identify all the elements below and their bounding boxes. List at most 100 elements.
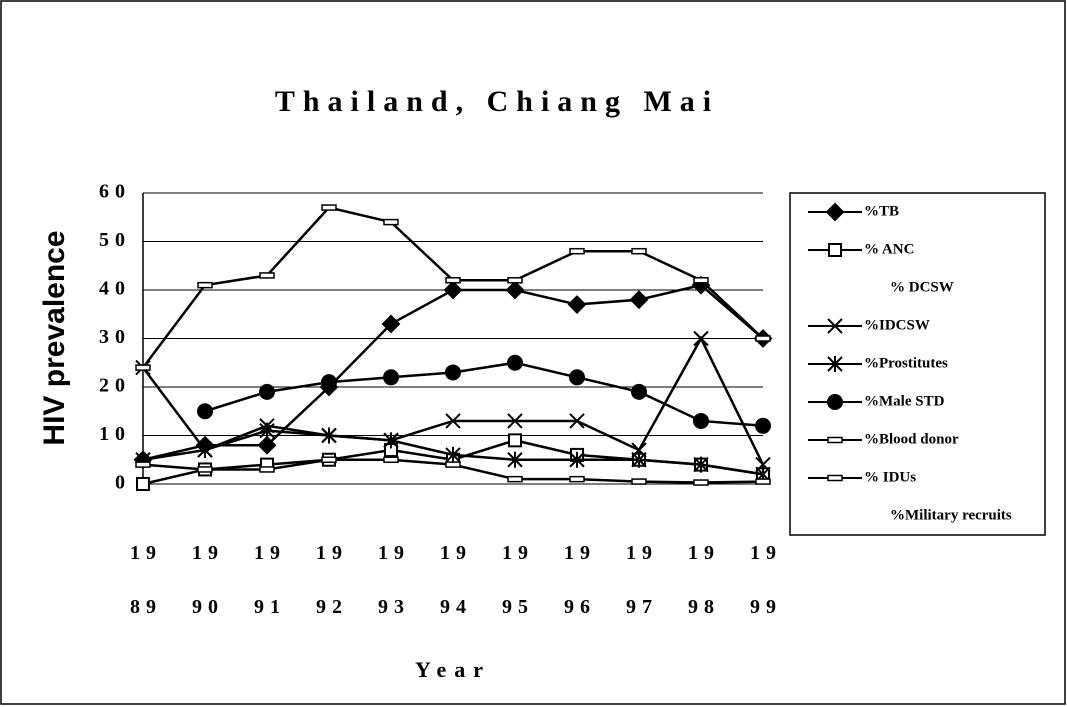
x-tick-label-part: 19 [440,542,472,564]
marker [445,461,461,468]
y-tick-label: 60 [99,181,131,203]
x-tick-label-part: 19 [254,542,286,564]
marker [259,383,275,400]
marker [569,413,585,429]
marker [567,295,587,314]
marker [443,280,463,300]
series-line [204,361,764,428]
marker [321,204,337,211]
marker [383,218,399,226]
legend-marker [827,474,843,482]
x-tick-label-part: 19 [192,542,224,564]
marker [629,290,649,310]
x-tick-label-part: 96 [564,596,596,618]
marker [631,451,647,468]
marker [507,277,523,284]
chart-title: Thailand, Chiang Mai [275,85,719,118]
x-tick-label: 19 93 [378,542,410,618]
marker [755,417,771,434]
marker [197,442,213,459]
legend-marker [827,318,843,334]
marker [257,435,277,455]
marker [321,427,337,444]
marker [383,432,399,449]
legend-label: %Male STD [864,393,945,409]
marker [383,369,399,386]
y-tick-label: 20 [99,375,131,397]
x-tick-label: 19 91 [254,542,286,618]
marker [693,412,709,429]
x-tick-label-part: 94 [440,596,472,618]
marker [507,354,523,371]
x-tick-label: 19 99 [750,542,782,618]
legend-marker [825,202,845,222]
marker [381,314,401,334]
legend-label: % ANC [864,241,914,257]
x-tick-label: 19 90 [192,542,224,618]
x-tick-label: 19 96 [564,542,596,618]
marker [259,466,275,473]
y-tick-label: 30 [99,326,131,348]
x-tick-label-part: 98 [688,596,720,618]
legend-marker [827,436,843,444]
x-tick-label-part: 97 [626,596,658,618]
marker [505,280,525,300]
x-tick-label-part: 91 [254,596,286,618]
x-tick-label: 19 97 [626,542,658,618]
marker [507,475,523,483]
x-axis-label: Year [415,657,491,682]
marker [197,466,213,473]
marker [445,364,461,381]
legend-label: %TB [864,203,899,219]
y-tick-label: 10 [99,423,131,445]
marker [631,383,647,400]
marker [135,364,151,371]
marker [507,413,523,429]
marker [197,281,213,289]
marker [321,374,337,391]
x-tick-label-part: 95 [502,596,534,618]
marker [631,247,647,255]
x-tick-label: 19 92 [316,542,348,618]
x-tick-label-part: 19 [502,542,534,564]
marker [631,478,647,485]
x-tick-label-part: 93 [378,596,410,618]
marker [693,479,709,486]
marker [383,456,399,463]
marker [507,451,523,468]
marker [693,330,709,347]
legend-label: %Blood donor [864,431,959,447]
marker [321,456,337,463]
marker [569,475,585,483]
x-tick-label-part: 19 [378,542,410,564]
marker [259,422,275,439]
x-tick-label-part: 19 [688,542,720,564]
x-tick-label-part: 19 [626,542,658,564]
x-tick-label: 19 95 [502,542,534,618]
marker [197,403,213,420]
legend-label: % IDUs [864,469,916,485]
marker [569,247,585,255]
x-tick-label-part: 19 [130,542,162,564]
marker [755,478,771,485]
marker [693,277,709,284]
legend-marker [827,356,843,372]
marker [569,369,585,386]
y-axis-label: HIV prevalence [38,230,71,445]
marker [259,272,275,279]
y-tick-label: 0 [115,472,131,494]
marker [569,451,585,468]
marker [693,456,709,473]
x-tick-label-part: 19 [316,542,348,564]
x-tick-label-part: 90 [192,596,224,618]
legend-label: % DCSW [890,279,954,295]
y-tick-label: 50 [99,229,131,251]
legend-label: %Military recruits [890,507,1012,523]
x-tick-label-part: 19 [564,542,596,564]
marker [508,433,522,448]
y-tick-label: 40 [99,278,131,300]
marker [755,335,771,342]
x-tick-label: 19 89 [130,542,162,618]
x-tick-label-part: 92 [316,596,348,618]
